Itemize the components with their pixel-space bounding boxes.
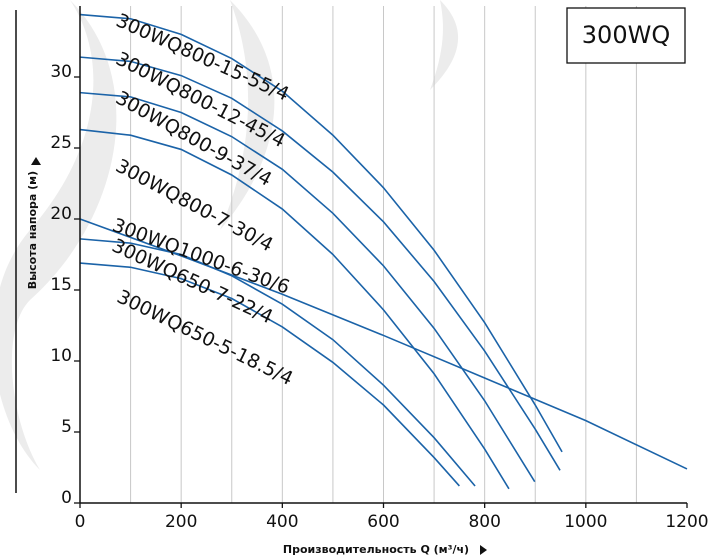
pump-curve [79,238,476,487]
y-tick-label: 20 [50,204,72,224]
y-tick-label: 30 [50,62,72,82]
pump-curve [79,218,688,470]
y-arrow [31,157,41,165]
y-tick-label: 15 [50,275,72,295]
title-box [566,7,686,64]
x-arrow [480,545,487,555]
y-tick-label: 25 [50,133,72,153]
y-tick-label: 0 [61,488,72,508]
pump-curve [79,128,510,490]
x-tick-label: 0 [75,512,86,532]
x-tick-label: 400 [266,512,298,532]
watermark [0,0,459,470]
y-tick-label: 5 [61,417,72,437]
y-tick-label: 10 [50,346,72,366]
x-tick-label: 600 [367,512,399,532]
y-axis-label: Высота напора (м) [26,171,39,289]
pump-curve [79,56,561,471]
pump-curve [79,91,536,483]
x-tick-label: 1200 [665,512,708,532]
chart-title: 300WQ [582,21,670,49]
curve-label: 300WQ650-5-18.5/4 [113,286,296,390]
x-axis-label: Производительность Q (м³/ч) [283,543,469,556]
x-tick-label: 1000 [564,512,607,532]
x-tick-label: 800 [468,512,500,532]
pump-curve [79,13,563,453]
x-tick-label: 200 [165,512,197,532]
pump-curve [79,262,460,487]
